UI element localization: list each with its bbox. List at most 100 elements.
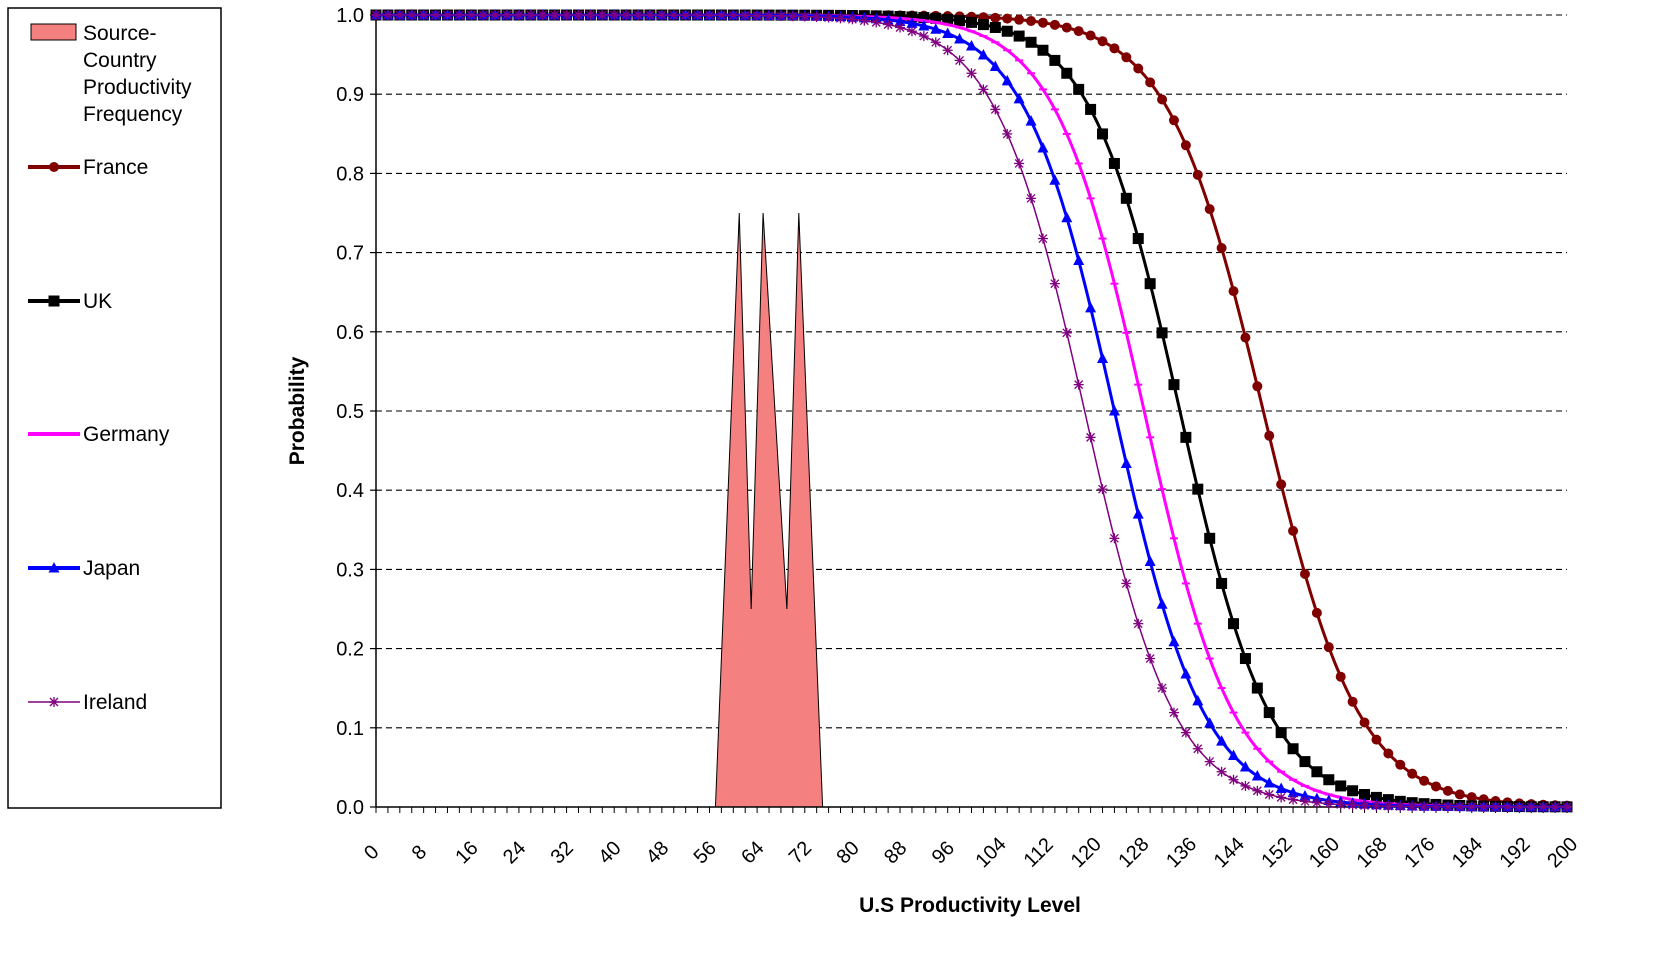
data-point (1288, 794, 1299, 805)
data-point (478, 10, 489, 21)
data-point (1026, 193, 1037, 204)
data-point (1037, 233, 1048, 244)
data-point (1097, 36, 1108, 47)
data-point (1311, 766, 1323, 778)
data-point (1538, 801, 1549, 812)
data-point (1311, 607, 1322, 618)
data-point (1323, 798, 1334, 809)
legend-marker-japan (48, 562, 60, 573)
data-point (1239, 653, 1251, 665)
data-point (775, 10, 786, 21)
data-point (1157, 94, 1168, 105)
x-tick-label: 56 (690, 837, 721, 868)
data-point (930, 12, 942, 24)
data-point (883, 19, 894, 30)
data-point (930, 23, 942, 34)
data-point (1216, 766, 1227, 777)
data-point (990, 12, 1001, 23)
data-point (1371, 800, 1382, 811)
legend-marker-ireland (49, 697, 59, 707)
data-point (1454, 789, 1465, 800)
data-point (1323, 642, 1334, 653)
x-tick-label: 200 (1543, 833, 1582, 872)
data-point (1228, 774, 1239, 785)
legend-label-line: Source- (83, 22, 157, 45)
data-point (906, 11, 918, 23)
data-point (1550, 801, 1561, 812)
data-point (1168, 635, 1180, 647)
data-point (1335, 799, 1346, 810)
data-point (906, 17, 918, 28)
data-point (382, 10, 393, 21)
data-point (895, 22, 906, 33)
y-tick-label: 0.1 (336, 718, 364, 740)
data-point (1073, 379, 1084, 390)
x-tick-label: 8 (408, 841, 431, 864)
x-tick-label: 24 (499, 837, 530, 868)
data-point (859, 15, 870, 26)
x-tick-label: 40 (594, 837, 625, 868)
data-point (680, 10, 691, 21)
data-point (1180, 140, 1191, 151)
data-point (1299, 568, 1310, 579)
data-point (811, 11, 822, 22)
series-markers-ireland (371, 10, 1572, 812)
data-point (1347, 785, 1359, 797)
data-point (633, 10, 644, 21)
data-point (1180, 431, 1192, 443)
data-point (1168, 379, 1180, 391)
data-point (1228, 618, 1240, 630)
data-point (1311, 797, 1322, 808)
data-point (1299, 796, 1310, 807)
data-point (1383, 748, 1394, 759)
data-point (1407, 801, 1418, 812)
data-point (1085, 103, 1097, 115)
y-tick-label: 0.0 (336, 797, 364, 819)
data-point (740, 10, 751, 21)
x-tick-label: 48 (642, 837, 673, 868)
data-point (1061, 327, 1072, 338)
data-point (930, 37, 941, 48)
legend-marker-uk (48, 295, 60, 307)
data-point (1275, 727, 1287, 739)
data-point (549, 10, 560, 21)
data-point (1478, 801, 1489, 812)
data-point (966, 40, 977, 51)
data-point (1395, 801, 1406, 812)
x-tick-label: 72 (785, 837, 816, 868)
data-point (537, 10, 548, 21)
data-point (835, 13, 846, 24)
data-point (1002, 128, 1013, 139)
data-point (1168, 115, 1179, 126)
data-point (1383, 801, 1394, 812)
data-point (668, 10, 679, 21)
x-axis-title: U.S Productivity Level (859, 894, 1081, 917)
data-point (1109, 533, 1120, 544)
data-point (728, 10, 739, 21)
data-point (1370, 791, 1382, 803)
data-point (1049, 278, 1060, 289)
data-point (1061, 22, 1072, 33)
data-point (716, 10, 727, 21)
data-point (1132, 233, 1144, 245)
data-point (1526, 801, 1537, 812)
data-point (1204, 756, 1215, 767)
data-point (1204, 532, 1216, 544)
data-point (966, 68, 977, 79)
data-point (1026, 16, 1037, 27)
data-point (609, 10, 620, 21)
data-point (490, 10, 501, 21)
data-point (1168, 707, 1179, 718)
data-point (1180, 667, 1192, 679)
data-point (1049, 174, 1061, 185)
data-point (906, 26, 917, 37)
data-point (1145, 653, 1156, 664)
data-point (621, 10, 632, 21)
data-point (1276, 792, 1287, 803)
data-point (1288, 525, 1299, 536)
data-point (764, 10, 775, 21)
plot-area: 0.0 0.1 0.2 0.3 0.4 0.5 0.6 0.7 0.8 0.9 1.0 0 8 16 24 3… (336, 5, 1582, 872)
data-point (918, 12, 930, 24)
data-point (1097, 128, 1109, 140)
data-point (978, 84, 989, 95)
